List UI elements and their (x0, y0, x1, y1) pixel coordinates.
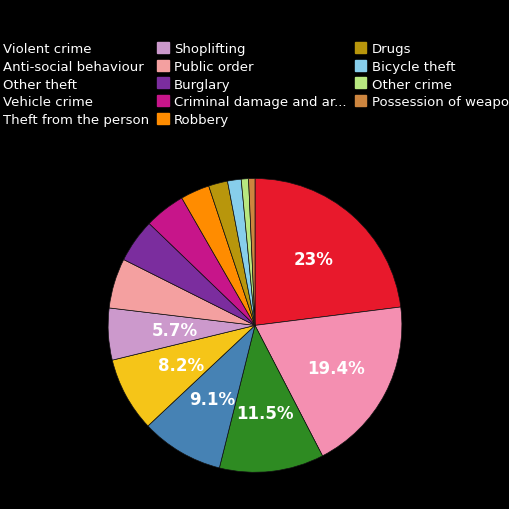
Text: 19.4%: 19.4% (306, 359, 364, 377)
Wedge shape (149, 199, 254, 326)
Text: 11.5%: 11.5% (236, 404, 293, 422)
Legend: Violent crime, Anti-social behaviour, Other theft, Vehicle crime, Theft from the: Violent crime, Anti-social behaviour, Ot… (0, 39, 509, 130)
Wedge shape (112, 326, 254, 426)
Wedge shape (148, 326, 254, 468)
Wedge shape (208, 182, 254, 326)
Wedge shape (248, 179, 254, 326)
Text: 23%: 23% (293, 251, 332, 269)
Wedge shape (109, 260, 254, 326)
Text: 8.2%: 8.2% (158, 357, 204, 375)
Text: 5.7%: 5.7% (151, 322, 197, 340)
Text: 9.1%: 9.1% (188, 390, 235, 408)
Wedge shape (108, 308, 254, 360)
Wedge shape (182, 187, 254, 326)
Wedge shape (241, 179, 254, 326)
Wedge shape (254, 307, 401, 456)
Wedge shape (219, 326, 322, 472)
Wedge shape (227, 180, 254, 326)
Wedge shape (124, 224, 254, 326)
Wedge shape (254, 179, 400, 326)
